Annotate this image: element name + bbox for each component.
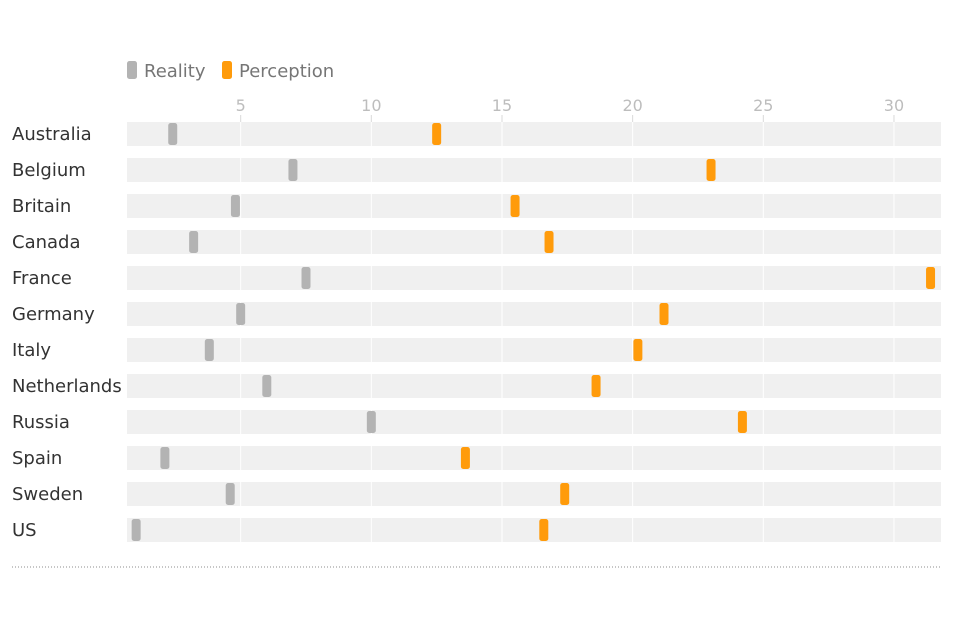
reality-mark-belgium [288,159,298,181]
legend-label-perception: Perception [239,61,334,82]
row-label-australia: Australia [12,124,92,145]
row-labels: Australia Belgium Britain Canada France Germa… [12,124,122,541]
row-label-france: France [12,268,72,289]
reality-mark-australia [168,123,178,145]
gridlines [240,122,895,542]
perception-mark-britain [510,195,520,217]
reality-mark-netherlands [262,375,272,397]
perception-mark-australia [432,123,442,145]
row-label-canada: Canada [12,232,81,253]
row-band-us [127,518,941,542]
x-tick-label-20: 20 [622,96,642,115]
row-band-australia [127,122,941,146]
reality-mark-russia [366,411,376,433]
reality-mark-us [131,519,141,541]
reality-mark-italy [204,339,214,361]
row-label-belgium: Belgium [12,160,86,181]
perception-mark-germany [659,303,669,325]
x-tick-label-15: 15 [492,96,512,115]
row-band-netherlands [127,374,941,398]
perception-mark-us [539,519,549,541]
x-tick-label-10: 10 [361,96,381,115]
row-band-sweden [127,482,941,506]
reality-mark-sweden [225,483,235,505]
row-label-russia: Russia [12,412,70,433]
reality-mark-canada [189,231,199,253]
perception-mark-spain [460,447,470,469]
perception-mark-russia [737,411,747,433]
row-band-russia [127,410,941,434]
row-band-britain [127,194,941,218]
perception-mark-canada [544,231,554,253]
perception-mark-belgium [706,159,716,181]
perception-mark-france [926,267,936,289]
perception-mark-sweden [560,483,570,505]
row-band-italy [127,338,941,362]
row-label-us: US [12,520,37,541]
legend-label-reality: Reality [144,61,206,82]
row-label-sweden: Sweden [12,484,83,505]
perception-mark-netherlands [591,375,601,397]
legend-swatch-perception [222,61,232,79]
row-bands [127,122,941,542]
row-label-italy: Italy [12,340,51,361]
x-tick-label-30: 30 [884,96,904,115]
reality-mark-germany [236,303,246,325]
x-tick-label-25: 25 [753,96,773,115]
legend-swatch-reality [127,61,137,79]
legend: Reality Perception [127,61,334,82]
row-label-netherlands: Netherlands [12,376,122,397]
row-band-france [127,266,941,290]
reality-mark-spain [160,447,170,469]
row-label-spain: Spain [12,448,62,469]
reality-mark-britain [230,195,240,217]
reality-mark-france [301,267,311,289]
x-tick-label-5: 5 [236,96,246,115]
perception-mark-italy [633,339,643,361]
data-marks [131,123,936,541]
row-band-germany [127,302,941,326]
row-label-germany: Germany [12,304,95,325]
row-band-belgium [127,158,941,182]
row-label-britain: Britain [12,196,71,217]
row-band-canada [127,230,941,254]
row-band-spain [127,446,941,470]
x-axis-ticks: 5 10 15 20 25 30 [236,96,904,122]
